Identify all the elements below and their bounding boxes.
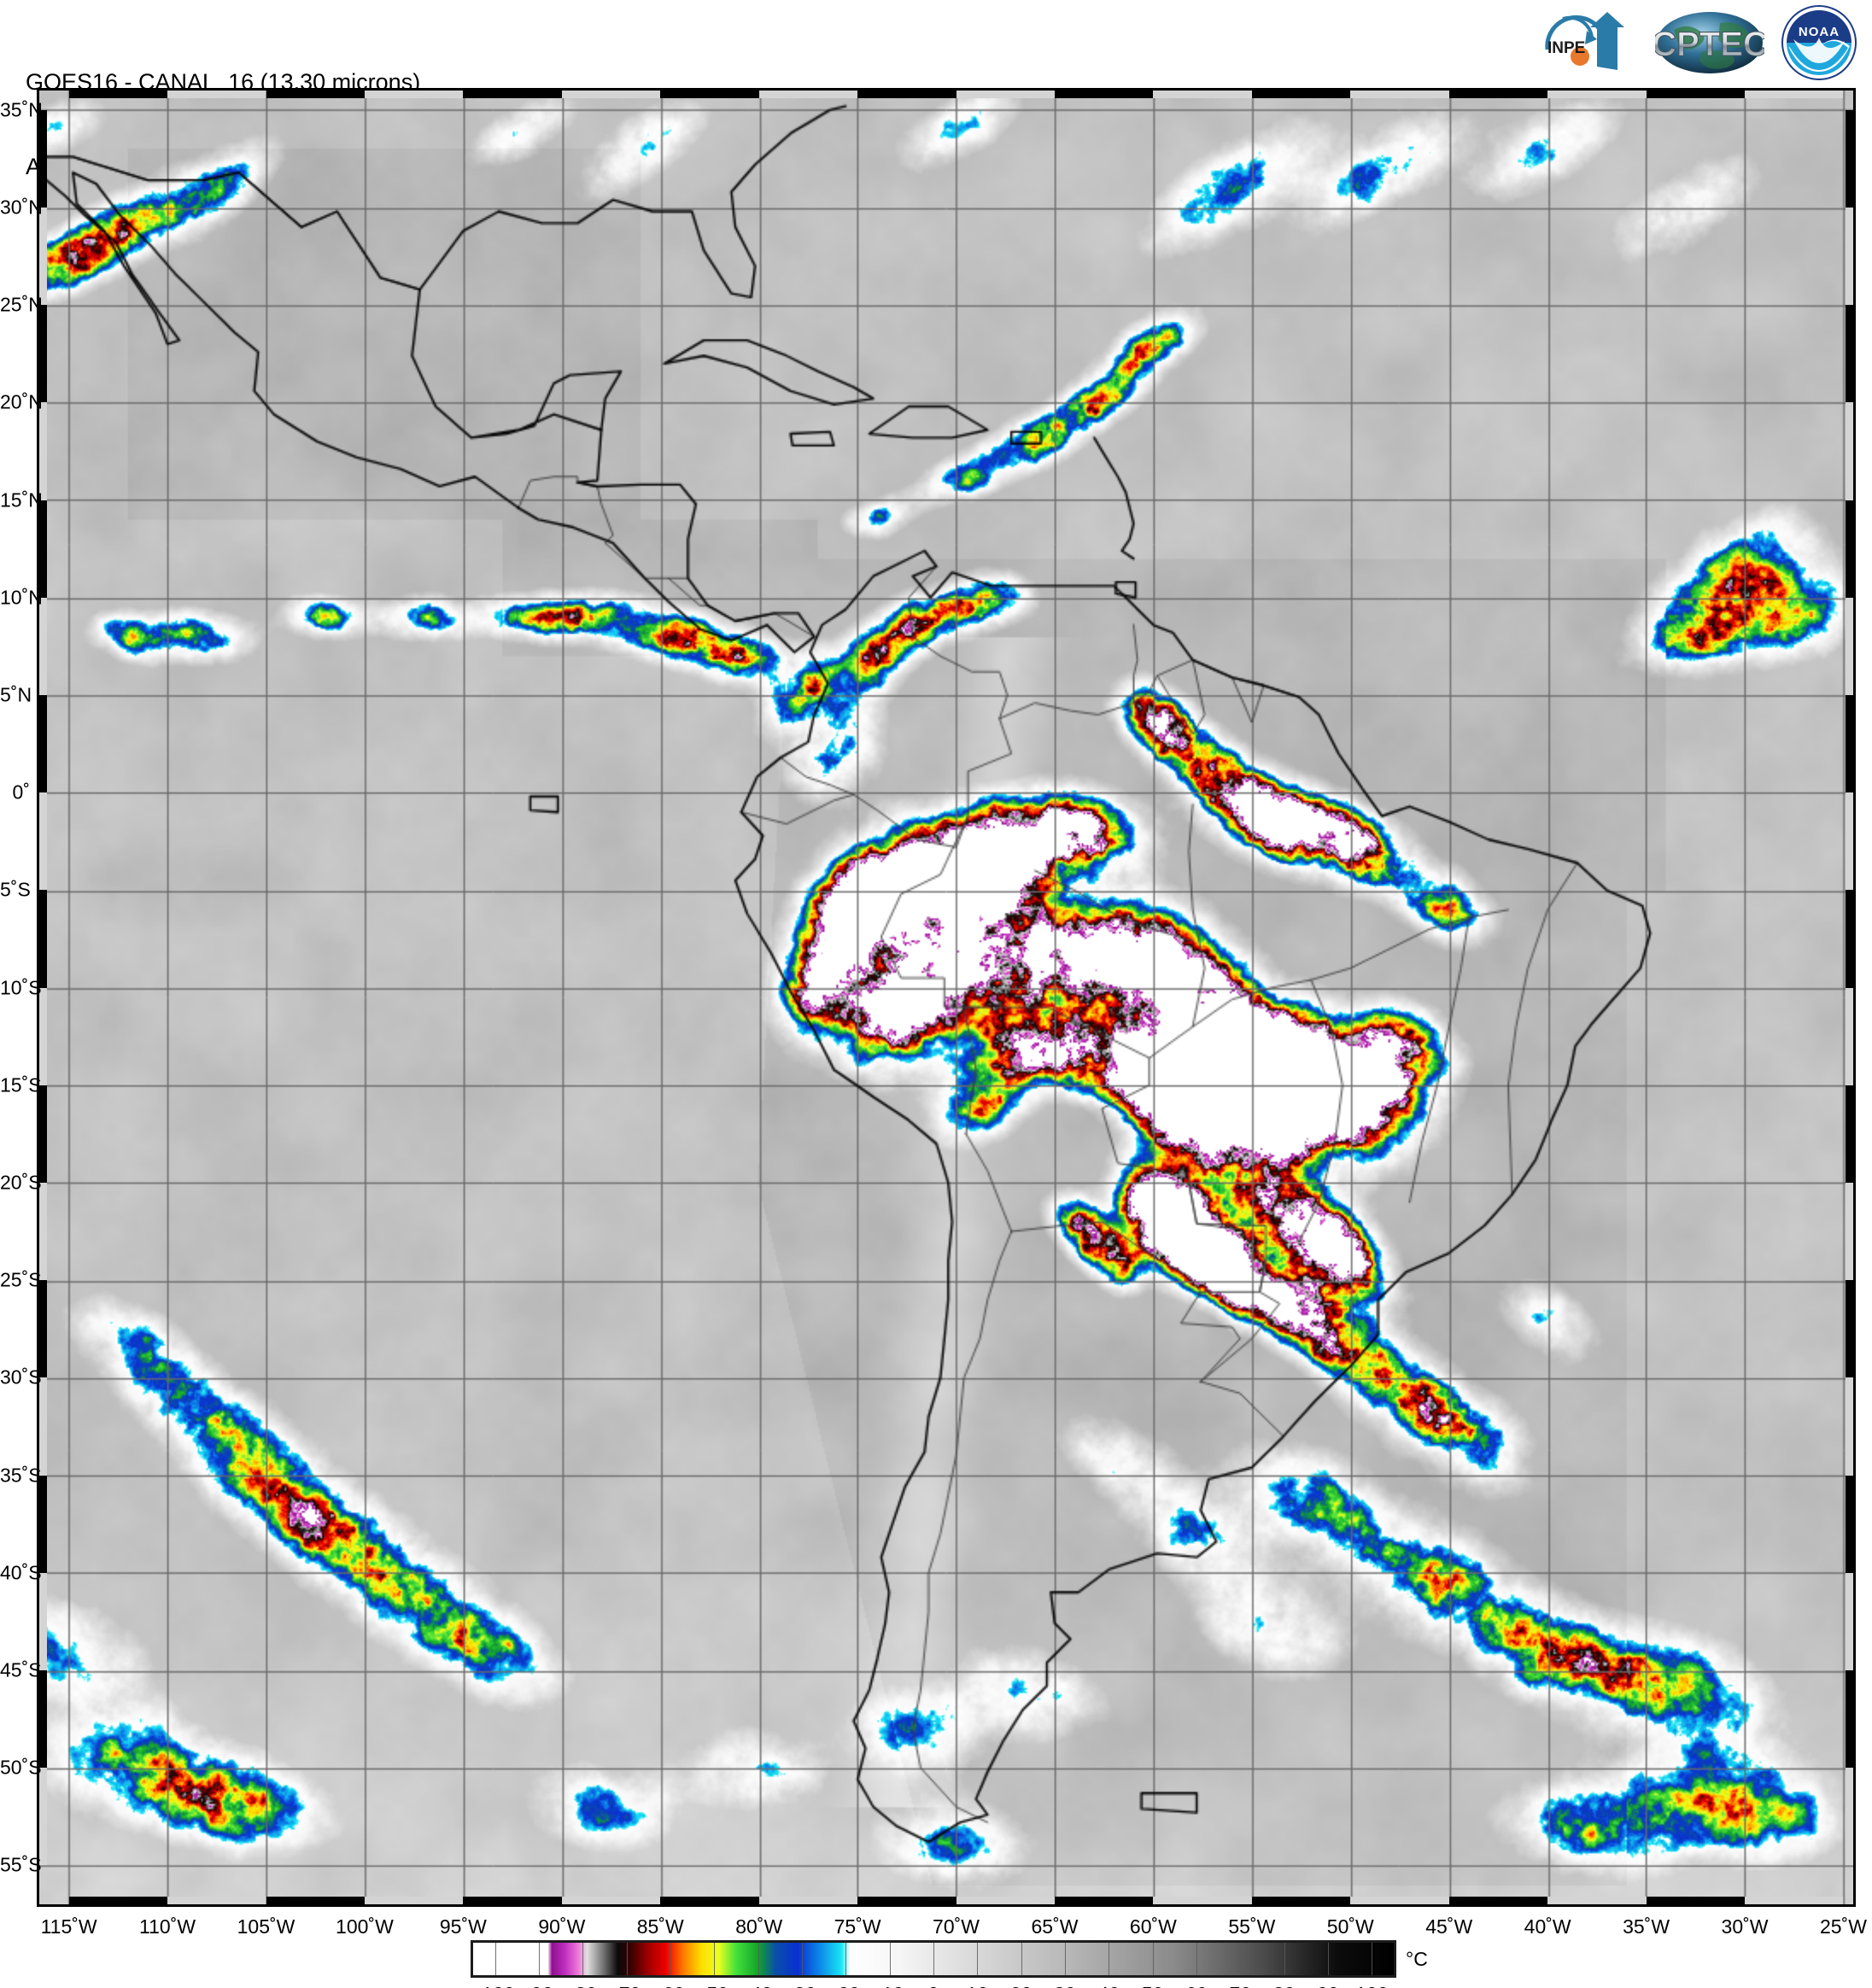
latitude-tick-label: 25˚N — [0, 293, 43, 316]
colorbar-tick — [845, 1943, 847, 1975]
latitude-tick-label: 30˚S — [0, 1365, 42, 1389]
colorbar-tick-label: -80 — [569, 1983, 597, 1988]
colorbar-tick — [582, 1943, 584, 1975]
colorbar-unit-label: °C — [1406, 1948, 1428, 1970]
colorbar-tick-label: -60 — [656, 1983, 684, 1988]
latitude-tick-label: 25˚S — [0, 1268, 42, 1291]
longitude-tick-label: 65˚W — [1031, 1915, 1079, 1938]
colorbar-tick — [889, 1943, 891, 1975]
longitude-tick-label: 115˚W — [40, 1915, 97, 1938]
colorbar-tick-label: 70 — [1230, 1983, 1252, 1988]
longitude-tick-label: 95˚W — [439, 1915, 487, 1938]
logo-bar: INPE CPTEC — [1536, 3, 1858, 82]
longitude-tick-label: 35˚W — [1623, 1915, 1670, 1938]
latitude-tick-label: 10˚N — [0, 586, 43, 609]
longitude-tick-label: 70˚W — [933, 1915, 980, 1938]
colorbar-tick-label: 30 — [1054, 1983, 1076, 1988]
colorbar-tick — [1152, 1943, 1154, 1975]
colorbar-tick — [1021, 1943, 1022, 1975]
latitude-tick-label: 40˚S — [0, 1561, 42, 1584]
colorbar-tick-label: 100 — [1355, 1983, 1388, 1988]
latitude-tick-label: 5˚N — [0, 683, 32, 706]
longitude-tick-label: 75˚W — [834, 1915, 881, 1938]
colorbar — [471, 1940, 1396, 1978]
longitude-tick-label: 110˚W — [139, 1915, 196, 1938]
latitude-tick-label: 55˚S — [0, 1853, 42, 1876]
inpe-logo: INPE — [1545, 12, 1624, 70]
colorbar-tick — [1196, 1943, 1197, 1975]
longitude-tick-label: 40˚W — [1524, 1915, 1571, 1938]
latitude-tick-label: 15˚S — [0, 1073, 42, 1096]
colorbar-tick — [1284, 1943, 1285, 1975]
colorbar-tick-label: 50 — [1142, 1983, 1164, 1988]
colorbar-tick-label: 60 — [1185, 1983, 1208, 1988]
longitude-tick-label: 85˚W — [636, 1915, 684, 1938]
satellite-map[interactable] — [37, 88, 1856, 1907]
longitude-tick-label: 45˚W — [1425, 1915, 1473, 1938]
noaa-logo: NOAA — [1781, 5, 1857, 80]
colorbar-tick — [670, 1943, 671, 1975]
longitude-tick-label: 90˚W — [538, 1915, 586, 1938]
latitude-tick-label: 35˚S — [0, 1464, 42, 1487]
colorbar-tick — [1065, 1943, 1066, 1975]
cptec-logo-text: CPTEC — [1655, 26, 1764, 63]
colorbar-tick-label: 80 — [1273, 1983, 1296, 1988]
longitude-tick-label: 100˚W — [336, 1915, 394, 1938]
cptec-logo: CPTEC — [1655, 12, 1764, 73]
colorbar-tick-label: -40 — [744, 1983, 772, 1988]
longitude-tick-label: 55˚W — [1228, 1915, 1276, 1938]
longitude-tick-label: 60˚W — [1129, 1915, 1177, 1938]
longitude-tick-label: 80˚W — [735, 1915, 783, 1938]
colorbar-tick-label: 0 — [928, 1983, 939, 1988]
latitude-tick-label: 0˚ — [12, 781, 30, 804]
latitude-tick-label: 15˚N — [0, 488, 43, 512]
colorbar-tick — [1240, 1943, 1242, 1975]
longitude-tick-label: 25˚W — [1819, 1915, 1867, 1938]
colorbar-tick-label: -20 — [832, 1983, 860, 1988]
colorbar-tick — [802, 1943, 803, 1975]
latitude-tick-label: 45˚S — [0, 1658, 42, 1681]
colorbar-tick — [933, 1943, 934, 1975]
satellite-image-canvas — [39, 91, 1853, 1904]
colorbar-ticks — [473, 1943, 1394, 1975]
inpe-logo-text: INPE — [1547, 39, 1585, 57]
latitude-tick-label: 50˚S — [0, 1756, 42, 1779]
colorbar-tick-label: 20 — [1010, 1983, 1033, 1988]
colorbar-tick-label: -50 — [700, 1983, 728, 1988]
colorbar-tick — [758, 1943, 759, 1975]
latitude-tick-label: 20˚N — [0, 390, 43, 413]
latitude-tick-label: 10˚S — [0, 976, 42, 999]
colorbar-tick — [977, 1943, 979, 1975]
colorbar-tick-label: -10 — [875, 1983, 904, 1988]
colorbar-tick-label: -90 — [524, 1983, 553, 1988]
colorbar-tick-label: 10 — [967, 1983, 989, 1988]
noaa-logo-text: NOAA — [1799, 25, 1840, 39]
colorbar-tick-label: -100 — [476, 1983, 515, 1988]
longitude-tick-label: 50˚W — [1326, 1915, 1374, 1938]
colorbar-tick — [539, 1943, 540, 1975]
colorbar-tick-label: -70 — [612, 1983, 641, 1988]
colorbar-tick-label: -30 — [787, 1983, 816, 1988]
colorbar-tick — [626, 1943, 628, 1975]
colorbar-tick — [494, 1943, 496, 1975]
latitude-tick-label: 20˚S — [0, 1171, 42, 1194]
longitude-tick-label: 105˚W — [237, 1915, 295, 1938]
colorbar-tick — [1328, 1943, 1329, 1975]
colorbar-tick-label: 40 — [1098, 1983, 1120, 1988]
longitude-tick-label: 30˚W — [1721, 1915, 1769, 1938]
colorbar-tick — [714, 1943, 716, 1975]
colorbar-tick-label: 90 — [1317, 1983, 1339, 1988]
latitude-tick-label: 5˚S — [0, 878, 31, 901]
